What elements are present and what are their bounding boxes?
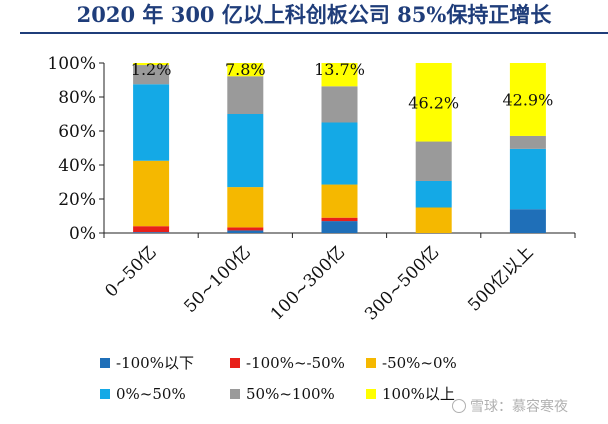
bar-segment <box>227 76 264 114</box>
data-label: 46.2% <box>408 93 459 112</box>
bar-segment <box>415 180 452 208</box>
bar-segment <box>133 160 170 227</box>
x-category-label: 100~300亿 <box>267 242 349 324</box>
legend-label: 50%~100% <box>246 384 335 403</box>
bar-segment <box>227 230 264 233</box>
bar-segment <box>415 141 452 181</box>
xueqiu-logo-icon <box>452 399 466 413</box>
bar-segment <box>133 84 170 161</box>
bar-segment <box>509 209 546 233</box>
y-tick-label: 40% <box>58 156 96 176</box>
y-tick-label: 0% <box>69 224 96 244</box>
data-label: 1.2% <box>131 60 172 79</box>
legend-swatch-icon <box>100 388 110 399</box>
legend-item: -100%~-50% <box>230 352 366 373</box>
data-label: 42.9% <box>502 90 553 109</box>
bar-segment <box>227 63 264 77</box>
chart-legend: -100%以下 -100%~-50% -50%~0% 0%~50% 50%~100% 10… <box>100 352 580 404</box>
bar-segment <box>321 217 358 222</box>
legend-item: -100%以下 <box>100 352 230 373</box>
legend-label: -100%以下 <box>116 354 194 372</box>
bar-segment <box>415 207 452 233</box>
x-category-label: 50~100亿 <box>180 242 254 316</box>
bar-segment <box>415 63 452 142</box>
page-title: 2020 年 300 亿以上科创板公司 85%保持正增长 <box>76 2 552 27</box>
bar-segment <box>227 187 264 228</box>
legend-item: 100%以上 <box>366 383 566 404</box>
bar-segment <box>509 135 546 149</box>
data-label: 13.7% <box>314 60 365 79</box>
bar-segment <box>227 114 264 188</box>
y-tick-label: 80% <box>58 88 96 108</box>
bar-segment <box>321 221 358 233</box>
bar-segment <box>227 227 264 231</box>
y-tick-label: 60% <box>58 122 96 142</box>
stacked-bar-chart: 0% 20% 40% 60% 80% 100% 1.2% 0~50亿 7.8% 50~100亿 13… <box>47 54 576 325</box>
bar-segment <box>133 65 170 85</box>
x-category-label: 300~500亿 <box>361 242 443 324</box>
bar-segment <box>133 63 170 66</box>
legend-swatch-icon <box>230 388 240 399</box>
watermark-text: 雪球：慕容寒夜 <box>470 399 568 415</box>
title-divider <box>20 32 608 34</box>
legend-swatch-icon <box>100 357 110 368</box>
legend-label: -50%~0% <box>382 353 457 372</box>
legend-swatch-icon <box>230 357 240 368</box>
bar-segment <box>509 148 546 210</box>
watermark: 雪球：慕容寒夜 <box>452 396 602 416</box>
legend-label: 0%~50% <box>116 384 186 403</box>
bar-segment <box>321 184 358 218</box>
x-category-label: 0~50亿 <box>101 242 160 301</box>
legend-item: 0%~50% <box>100 383 230 404</box>
legend-swatch-icon <box>366 357 376 368</box>
legend-item: -50%~0% <box>366 352 566 373</box>
y-tick-label: 20% <box>58 190 96 210</box>
legend-swatch-icon <box>366 388 376 399</box>
data-label: 7.8% <box>225 60 266 79</box>
legend-label: 100%以上 <box>382 385 455 403</box>
legend-label: -100%~-50% <box>246 353 345 372</box>
bar-segment <box>321 86 358 123</box>
bar-segment <box>133 232 170 233</box>
bar-segment <box>509 63 546 136</box>
bar-segment <box>321 122 358 185</box>
bar-segment <box>133 226 170 233</box>
legend-item: 50%~100% <box>230 383 366 404</box>
y-tick-label: 100% <box>47 54 96 74</box>
x-category-label: 500亿以上 <box>464 242 537 315</box>
bar-segment <box>321 63 358 87</box>
